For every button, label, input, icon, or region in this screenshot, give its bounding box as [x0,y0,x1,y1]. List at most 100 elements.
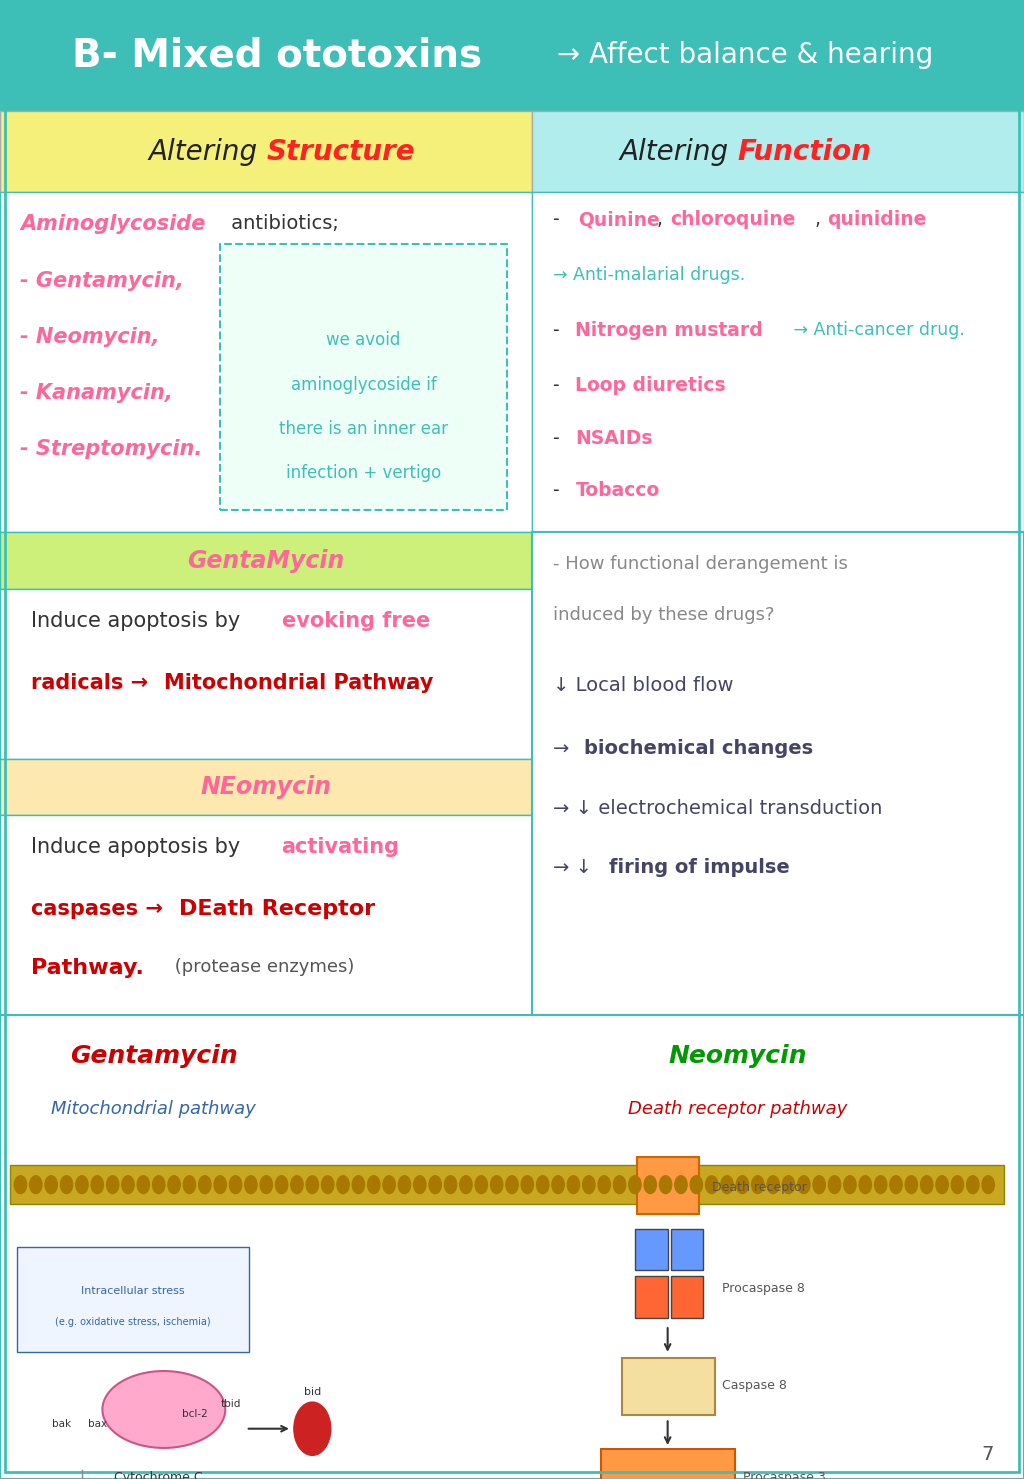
Circle shape [659,1176,672,1194]
Circle shape [275,1176,288,1194]
Bar [0,0,1024,111]
Text: - Streptomycin.: - Streptomycin. [20,439,203,460]
Circle shape [675,1176,687,1194]
Text: Intracellular stress: Intracellular stress [81,1287,185,1296]
Text: Induce apoptosis by: Induce apoptosis by [31,837,247,858]
Text: tbid: tbid [220,1399,241,1408]
Circle shape [398,1176,411,1194]
Text: - Neomycin,: - Neomycin, [20,327,160,348]
Circle shape [229,1176,242,1194]
Circle shape [444,1176,457,1194]
Circle shape [905,1176,918,1194]
Text: antibiotics;: antibiotics; [225,214,339,234]
Circle shape [429,1176,441,1194]
Circle shape [91,1176,103,1194]
Circle shape [168,1176,180,1194]
Ellipse shape [102,1371,225,1448]
FancyBboxPatch shape [622,1358,715,1415]
Text: activating: activating [282,837,399,858]
Text: quinidine: quinidine [827,210,927,229]
FancyBboxPatch shape [17,1247,249,1352]
Text: Mitochondrial pathway: Mitochondrial pathway [51,1100,256,1118]
Bar [10,1165,1004,1204]
Circle shape [414,1176,426,1194]
FancyBboxPatch shape [220,244,507,510]
Text: chloroquine: chloroquine [671,210,796,229]
Text: Procaspase 3: Procaspase 3 [743,1472,826,1479]
Circle shape [874,1176,887,1194]
Text: Mitochondrial Pathway: Mitochondrial Pathway [164,673,433,694]
Text: -: - [553,376,565,395]
Text: Loop diuretics: Loop diuretics [575,376,726,395]
Text: NEomycin: NEomycin [201,775,332,799]
Text: Induce apoptosis by: Induce apoptosis by [31,611,247,632]
Bar [0,111,532,192]
Text: bak: bak [52,1420,71,1429]
Circle shape [460,1176,472,1194]
Text: -: - [553,429,565,448]
Circle shape [567,1176,580,1194]
Circle shape [137,1176,150,1194]
Text: ↓ Local blood flow: ↓ Local blood flow [553,676,733,695]
Bar [635,1229,668,1270]
Text: -: - [553,210,565,229]
Circle shape [828,1176,841,1194]
Text: - Kanamycin,: - Kanamycin, [20,383,173,404]
Circle shape [490,1176,503,1194]
Text: DEath Receptor: DEath Receptor [179,899,376,920]
Circle shape [552,1176,564,1194]
Text: ,: , [815,210,827,229]
Bar [671,1276,703,1318]
Circle shape [291,1176,303,1194]
Text: Quinine: Quinine [579,210,660,229]
Text: evoking free: evoking free [282,611,430,632]
Circle shape [598,1176,610,1194]
Text: B- Mixed ototoxins: B- Mixed ototoxins [72,37,482,74]
Circle shape [153,1176,165,1194]
Circle shape [368,1176,380,1194]
Text: Nitrogen mustard: Nitrogen mustard [575,321,763,340]
Text: Caspase 8: Caspase 8 [722,1380,786,1392]
Text: biochemical changes: biochemical changes [584,740,813,759]
Circle shape [782,1176,795,1194]
Circle shape [383,1176,395,1194]
Circle shape [767,1176,779,1194]
Bar [532,532,1024,1015]
Text: Altering: Altering [620,138,737,166]
Text: caspases →: caspases → [31,899,170,920]
Text: induced by these drugs?: induced by these drugs? [553,606,774,624]
Circle shape [122,1176,134,1194]
Bar [0,815,532,1015]
Text: →: → [553,740,575,759]
Circle shape [721,1176,733,1194]
Circle shape [583,1176,595,1194]
Circle shape [890,1176,902,1194]
Circle shape [199,1176,211,1194]
Circle shape [214,1176,226,1194]
Circle shape [967,1176,979,1194]
Text: GentaMycin: GentaMycin [187,549,345,572]
Text: Cytochrome C: Cytochrome C [115,1472,203,1479]
Text: Tobacco: Tobacco [575,481,659,500]
Circle shape [294,1402,331,1455]
Circle shape [690,1176,702,1194]
Circle shape [306,1176,318,1194]
Bar [0,1015,1024,1479]
Bar [532,111,1024,192]
Text: -: - [553,481,565,500]
Circle shape [183,1176,196,1194]
Text: Altering: Altering [148,138,266,166]
Bar [0,192,532,532]
Text: ,: , [657,210,670,229]
Text: → Anti-malarial drugs.: → Anti-malarial drugs. [553,266,745,284]
Circle shape [859,1176,871,1194]
Circle shape [982,1176,994,1194]
Text: there is an inner ear: there is an inner ear [279,420,449,438]
Bar [532,192,1024,532]
Text: → Affect balance & hearing: → Affect balance & hearing [548,41,933,70]
Circle shape [629,1176,641,1194]
Bar [671,1229,703,1270]
Text: → ↓: → ↓ [553,858,598,877]
Text: Gentamycin: Gentamycin [70,1044,238,1068]
Text: Structure: Structure [266,138,415,166]
